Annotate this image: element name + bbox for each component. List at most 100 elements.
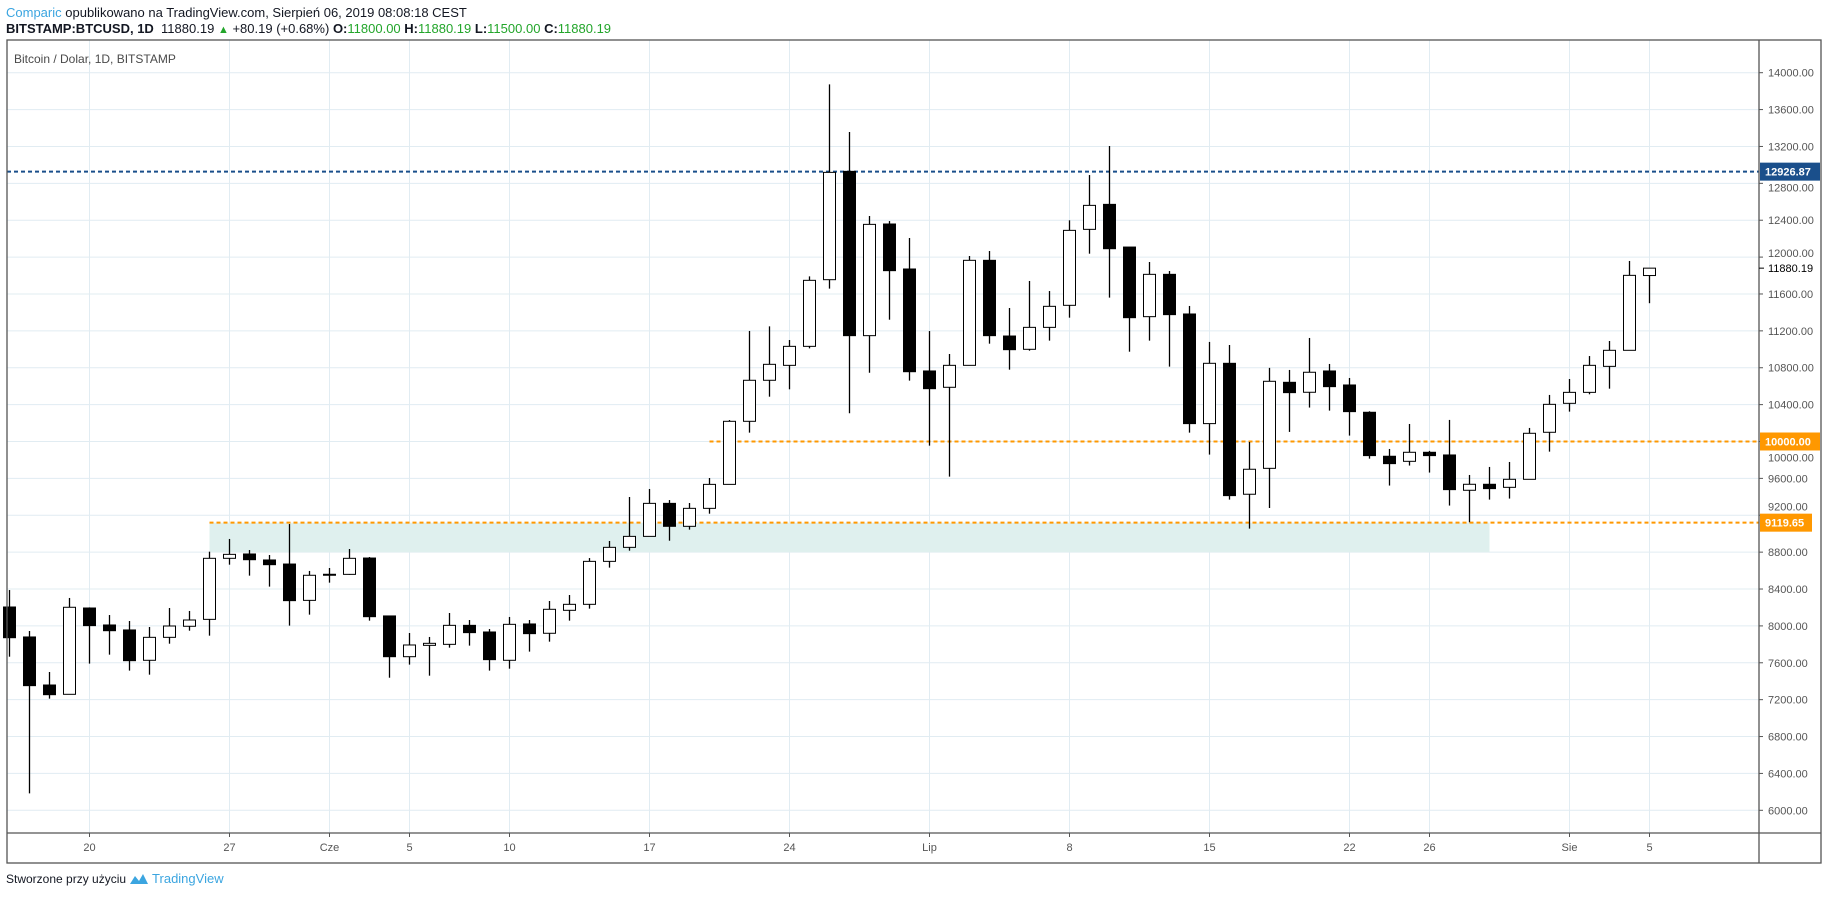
candle-body-down	[3, 606, 16, 639]
candle	[983, 251, 996, 344]
y-tick-label: 14000.00	[1768, 68, 1814, 80]
candle-body-down	[1223, 362, 1236, 497]
candle	[783, 339, 796, 390]
author-link[interactable]: Comparic	[6, 5, 62, 20]
candle	[163, 608, 176, 644]
candle-body-up	[1403, 451, 1416, 462]
open-label: O:	[332, 21, 348, 36]
y-tick-label: 8400.00	[1768, 584, 1808, 596]
candle-body-up	[1203, 362, 1216, 425]
candle-body-up	[63, 606, 76, 695]
candle	[1523, 427, 1536, 480]
chart-title: Bitcoin / Dolar, 1D, BITSTAMP	[14, 52, 176, 66]
candle	[823, 84, 836, 289]
y-tick-label: 10400.00	[1768, 400, 1814, 412]
candle	[583, 558, 596, 609]
candle-body-down	[1443, 454, 1456, 491]
symbol-name: BITSTAMP:BTCUSD, 1D	[6, 21, 154, 36]
candle-body-up	[643, 502, 656, 537]
candle	[1043, 291, 1056, 341]
candle	[1123, 246, 1136, 352]
candle-body-up	[543, 608, 556, 634]
candle	[203, 551, 216, 636]
symbol-info: BITSTAMP:BTCUSD, 1D 11880.19 ▲ +80.19 (+…	[6, 21, 611, 36]
candle-body-down	[983, 259, 996, 337]
candle-body-up	[723, 420, 736, 485]
x-tick-label: 17	[643, 842, 655, 854]
low-label: L:	[474, 21, 488, 36]
candle	[883, 221, 896, 320]
tradingview-link[interactable]: TradingView	[152, 871, 224, 886]
x-tick-label: 5	[1646, 842, 1652, 854]
level-label-bg	[1760, 513, 1812, 532]
candle	[1543, 394, 1556, 452]
price-change: +80.19 (+0.68%)	[232, 21, 330, 36]
candle	[243, 550, 256, 576]
candle-body-up	[803, 279, 816, 347]
candle-body-up	[1523, 432, 1536, 480]
candle-body-up	[863, 223, 876, 337]
level-lines	[7, 170, 1759, 524]
support-zone	[209, 522, 1490, 553]
footer-text: Stworzone przy użyciu	[6, 871, 127, 886]
x-tick-label: 15	[1203, 842, 1215, 854]
candle	[463, 619, 476, 646]
candle	[363, 557, 376, 621]
candle	[383, 615, 396, 678]
candle	[1103, 145, 1116, 298]
candle-body-up	[203, 557, 216, 620]
candle-body-up	[1063, 229, 1076, 306]
candle	[43, 672, 56, 699]
candle-body-down	[1183, 313, 1196, 425]
candle	[183, 610, 196, 631]
candle	[1023, 280, 1036, 351]
candle	[1643, 267, 1656, 304]
candle-body-down	[663, 502, 676, 527]
candle-body-up	[1303, 371, 1316, 393]
candle	[123, 621, 136, 671]
candle-body-down	[483, 631, 496, 661]
candle-body-up	[423, 642, 436, 646]
candle-body-up	[443, 624, 456, 645]
candle	[83, 607, 96, 664]
x-tick-label: 8	[1066, 842, 1072, 854]
x-tick-label: 26	[1423, 842, 1435, 854]
candle	[1583, 356, 1596, 395]
y-tick-label: 10000.00	[1768, 453, 1814, 465]
candle-body-up	[783, 345, 796, 366]
candle-body-up	[503, 623, 516, 661]
high-value: 11880.19	[418, 21, 472, 36]
candle-body-down	[1163, 273, 1176, 316]
candle	[483, 629, 496, 671]
x-tick-label: 22	[1343, 842, 1355, 854]
candle-body-down	[1483, 483, 1496, 490]
candle	[843, 131, 856, 414]
candle-body-up	[563, 603, 576, 611]
candle-body-down	[1123, 246, 1136, 319]
x-tick-label: 5	[406, 842, 412, 854]
level-label: 10000.00	[1765, 437, 1811, 449]
candle-body-up	[323, 573, 336, 576]
candle-body-up	[1243, 468, 1256, 495]
candle-body-up	[143, 636, 156, 661]
y-tick-label: 13600.00	[1768, 105, 1814, 117]
candle	[323, 567, 336, 583]
high-label: H:	[404, 21, 418, 36]
candle	[1603, 341, 1616, 389]
candle	[943, 354, 956, 477]
candle-body-down	[283, 563, 296, 602]
candle-body-up	[963, 259, 976, 366]
level-label-bg	[1760, 432, 1820, 451]
support-zone-rect	[209, 522, 1490, 553]
candle-body-down	[1423, 451, 1436, 457]
candle-body-up	[403, 644, 416, 658]
candle-body-up	[163, 625, 176, 638]
candle-body-up	[743, 379, 756, 422]
candle-body-up	[1043, 305, 1056, 328]
candle	[1303, 337, 1316, 408]
candle	[1283, 369, 1296, 432]
candle-body-up	[1023, 326, 1036, 350]
y-tick-label: 13200.00	[1768, 141, 1814, 153]
candle	[1343, 377, 1356, 436]
